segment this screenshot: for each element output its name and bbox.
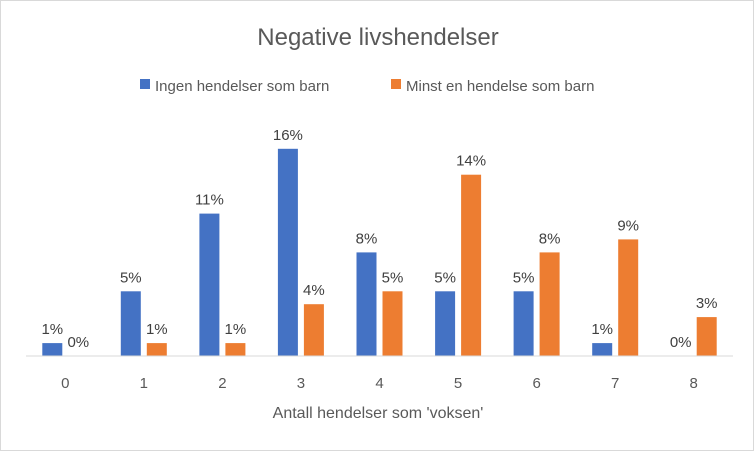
data-labels-group: 1%0%5%1%11%1%16%4%8%5% 5%14%5%8%1%9%0%3% [41,127,717,351]
chart-title: Negative livshendelser [257,24,498,51]
bar-minst-6[interactable] [539,252,560,356]
x-tick-label-5: 5 [454,375,462,392]
x-tick-label-4: 4 [375,375,383,392]
bar-minst-1[interactable] [146,343,167,356]
bar-ingen-0[interactable] [42,343,63,356]
bar-minst-7[interactable] [618,239,639,356]
legend[interactable]: Ingen hendelser som barn Minst en hendel… [140,78,594,95]
bar-minst-3[interactable] [303,304,324,356]
x-tick-label-1: 1 [140,375,148,392]
bar-ingen-3[interactable] [277,148,298,356]
x-tick-labels: 0 1 2 3 4 5 6 7 8 [61,375,698,392]
data-label-ingen-1: 5% [120,269,142,286]
bar-ingen-4[interactable] [356,252,377,356]
data-label-ingen-2: 11% [195,192,224,209]
data-label-ingen-8: 0% [670,334,692,351]
x-tick-label-3: 3 [297,375,305,392]
data-label-minst-5: 14% [456,153,486,170]
x-tick-label-2: 2 [218,375,226,392]
data-label-minst-1: 1% [146,321,168,338]
data-label-minst-8: 3% [696,295,718,312]
bar-ingen-1[interactable] [120,291,141,357]
legend-label-minst: Minst en hendelse som barn [406,78,594,95]
bar-ingen-7[interactable] [592,343,613,356]
data-label-minst-2: 1% [225,321,247,338]
data-label-minst-7: 9% [617,217,639,234]
data-label-minst-6: 8% [539,230,561,247]
legend-label-ingen: Ingen hendelser som barn [155,78,329,95]
bars-group [42,148,717,357]
bar-ingen-2[interactable] [199,213,220,356]
x-axis-title: Antall hendelser som 'voksen' [273,405,484,422]
x-tick-label-6: 6 [532,375,540,392]
bar-minst-2[interactable] [225,343,246,356]
bar-minst-5[interactable] [461,174,482,356]
bar-minst-4[interactable] [382,291,403,357]
legend-swatch-minst [391,79,401,89]
bar-ingen-5[interactable] [435,291,456,357]
data-label-minst-3: 4% [303,282,325,299]
bar-minst-8[interactable] [696,317,717,356]
data-label-ingen-5: 5% [434,269,456,286]
data-label-ingen-4: 8% [356,230,378,247]
data-label-ingen-6: 5% [513,269,535,286]
x-tick-label-8: 8 [690,375,698,392]
x-tick-label-7: 7 [611,375,619,392]
x-tick-label-0: 0 [61,375,69,392]
data-label-minst-0: 0% [67,334,89,351]
data-label-minst-4: 5% [382,269,404,286]
data-label-ingen-3: 16% [273,127,303,144]
bar-ingen-6[interactable] [513,291,534,357]
data-label-ingen-7: 1% [591,321,613,338]
legend-swatch-ingen [140,79,150,89]
data-label-ingen-0: 1% [41,321,63,338]
